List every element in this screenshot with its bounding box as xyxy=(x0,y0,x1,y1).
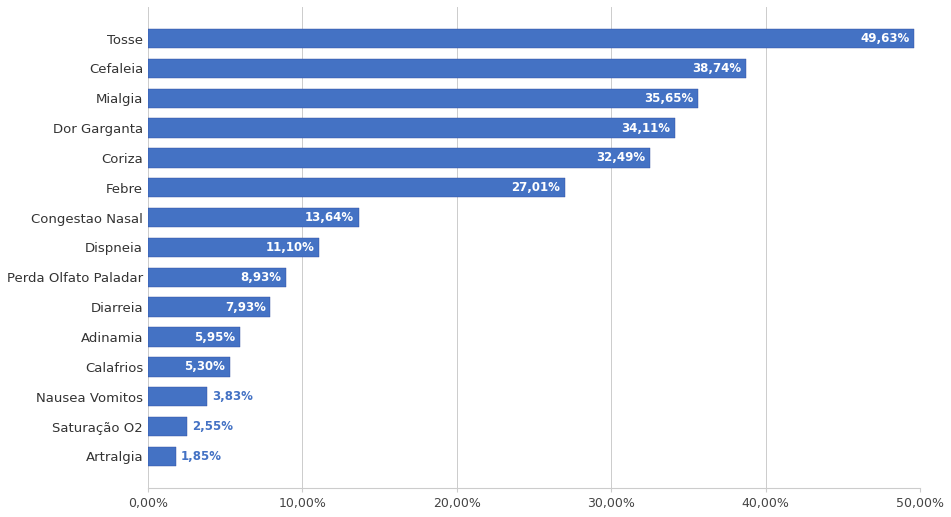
Text: 2,55%: 2,55% xyxy=(192,420,233,433)
Bar xyxy=(148,357,230,376)
Text: 7,93%: 7,93% xyxy=(224,301,265,314)
Bar xyxy=(148,208,359,227)
Bar xyxy=(148,387,207,406)
Bar xyxy=(148,29,914,48)
Text: 8,93%: 8,93% xyxy=(241,271,281,284)
Text: 32,49%: 32,49% xyxy=(596,151,645,164)
Text: 11,10%: 11,10% xyxy=(266,241,315,254)
Text: 5,30%: 5,30% xyxy=(184,360,225,373)
Bar xyxy=(148,447,177,466)
Bar xyxy=(148,88,698,108)
Text: 1,85%: 1,85% xyxy=(181,450,223,463)
Text: 5,95%: 5,95% xyxy=(194,330,235,343)
Text: 27,01%: 27,01% xyxy=(512,181,560,194)
Bar xyxy=(148,297,270,317)
Bar xyxy=(148,238,320,257)
Bar xyxy=(148,58,747,78)
Text: 35,65%: 35,65% xyxy=(645,92,694,105)
Text: 49,63%: 49,63% xyxy=(861,32,910,45)
Text: 34,11%: 34,11% xyxy=(621,121,670,134)
Text: 3,83%: 3,83% xyxy=(212,390,253,403)
Bar xyxy=(148,268,286,287)
Bar xyxy=(148,417,187,436)
Bar xyxy=(148,178,565,197)
Bar xyxy=(148,118,674,138)
Text: 38,74%: 38,74% xyxy=(692,62,742,75)
Bar xyxy=(148,148,650,168)
Bar xyxy=(148,327,240,347)
Text: 13,64%: 13,64% xyxy=(305,211,354,224)
